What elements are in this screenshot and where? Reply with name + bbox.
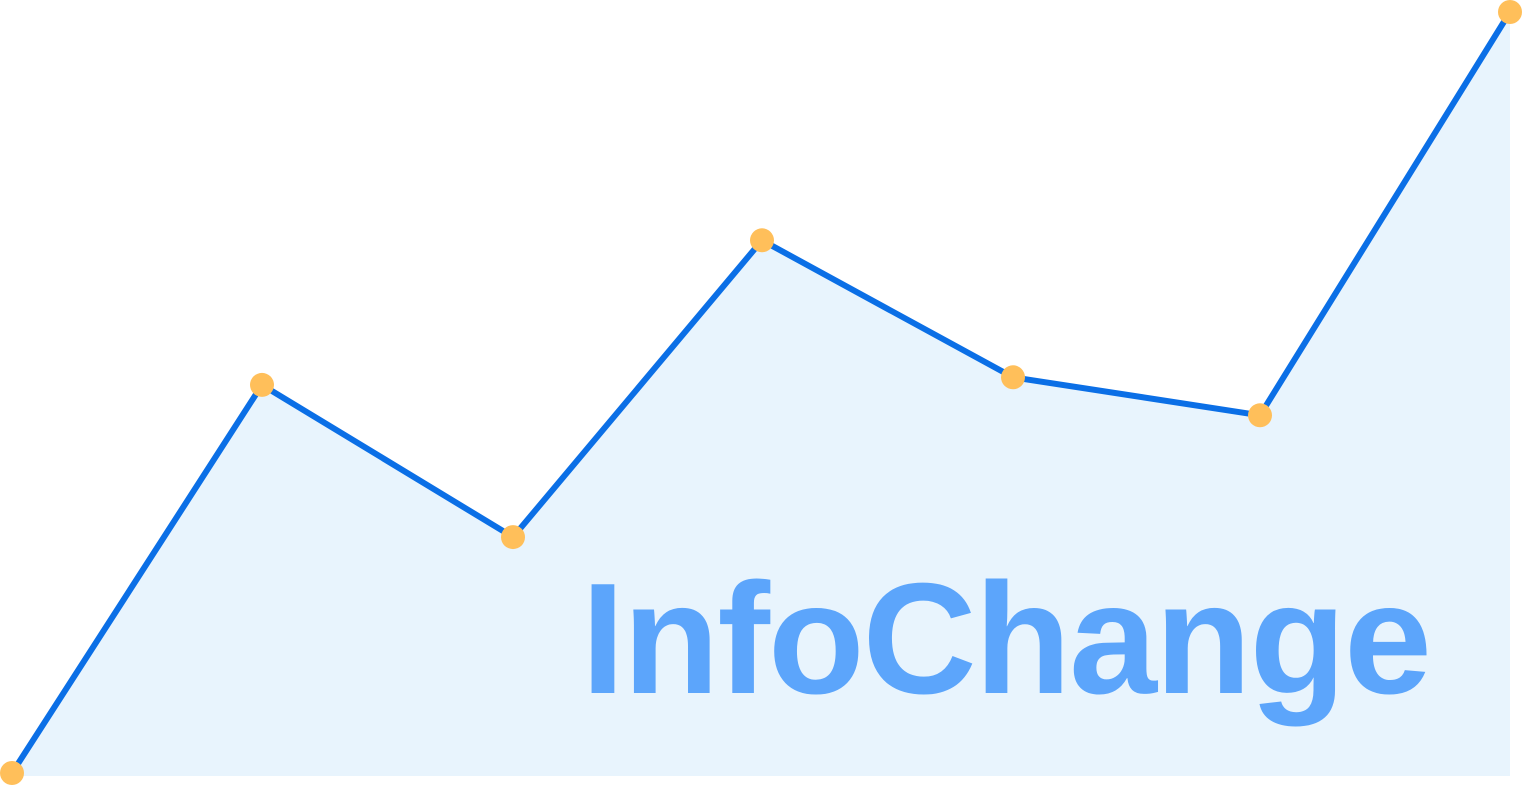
trend-point-3 (501, 525, 525, 550)
trend-point-4 (750, 228, 774, 253)
trend-point-2 (250, 372, 274, 397)
trend-point-5 (1001, 365, 1025, 390)
brand-wordmark: InfoChange (581, 551, 1432, 727)
trend-point-6 (1248, 403, 1272, 428)
trend-point-1 (0, 761, 24, 785)
trend-point-7 (1498, 0, 1522, 24)
trend-area-fill (12, 12, 1510, 776)
